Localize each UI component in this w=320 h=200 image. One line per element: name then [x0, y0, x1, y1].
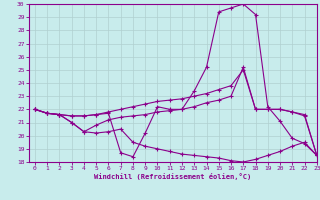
X-axis label: Windchill (Refroidissement éolien,°C): Windchill (Refroidissement éolien,°C) — [94, 173, 252, 180]
